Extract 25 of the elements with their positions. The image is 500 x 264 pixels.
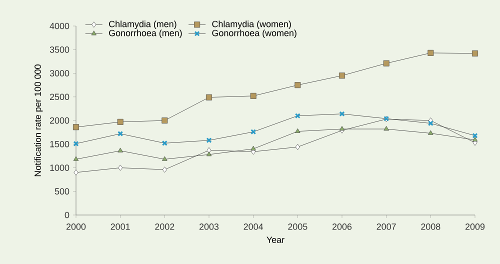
x-tick-label: 2008: [421, 224, 440, 230]
x-tick-label: 2002: [155, 224, 174, 230]
legend-label: Chlamydia (men): [109, 20, 176, 29]
legend-label: Gonorrhoea (men): [109, 30, 182, 38]
y-tick-label: 2500: [50, 94, 70, 100]
x-tick-label: 2006: [332, 224, 352, 230]
legend-label: Chlamydia (women): [212, 20, 291, 29]
y-tick-label: 4000: [50, 22, 70, 30]
y-tick-label: 500: [54, 188, 70, 195]
y-tick-label: 1000: [50, 164, 70, 171]
x-axis-title: Year: [266, 236, 284, 243]
y-tick-label: 0: [64, 212, 70, 218]
x-tick-label: 2003: [199, 224, 219, 230]
y-tick-label: 3000: [50, 70, 70, 76]
legend-label: Gonorrhoea (women): [212, 30, 296, 38]
x-tick-label: 2004: [244, 224, 264, 230]
y-tick-label: 2000: [50, 117, 70, 124]
x-tick-label: 2007: [376, 224, 396, 230]
y-axis-title: Notification rate per 100 000: [34, 64, 43, 176]
y-tick-label: 3500: [50, 46, 70, 53]
x-tick-label: 2000: [66, 224, 86, 230]
x-tick-label: 2001: [110, 224, 130, 230]
y-tick-label: 1500: [50, 140, 70, 148]
x-tick-label: 2005: [288, 224, 308, 230]
x-tick-label: 2009: [465, 224, 485, 230]
